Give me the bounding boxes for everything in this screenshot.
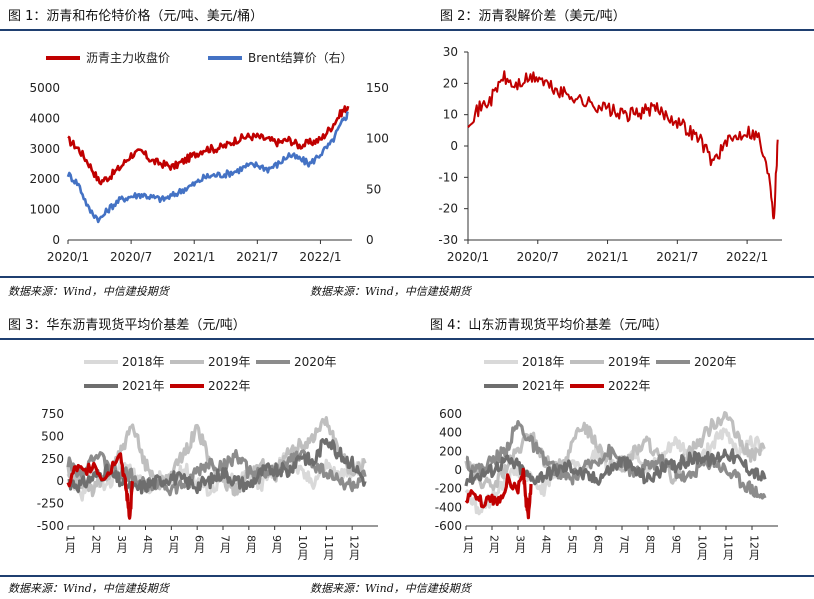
- chart1-y-left-tick: 3000: [29, 142, 60, 156]
- chart2-x-tick: 2021/7: [656, 250, 698, 264]
- chart3-legend-label: 2022年: [208, 379, 251, 393]
- chart4-series-line: [465, 420, 767, 500]
- chart1-y-right-tick: 150: [366, 81, 389, 95]
- chart4-x-tick: 11月: [722, 535, 735, 560]
- chart3-y-tick: 500: [41, 429, 64, 443]
- chart3-x-tick: 4月: [141, 535, 154, 553]
- chart3-x-tick: 7月: [219, 535, 232, 553]
- chart2-y-tick: -20: [438, 202, 458, 216]
- chart2-series-line: [467, 70, 779, 220]
- chart4-series-line: [464, 448, 767, 487]
- chart3-series-line: [66, 452, 367, 502]
- chart1-y-left-tick: 5000: [29, 81, 60, 95]
- chart4-x-tick: 1月: [462, 535, 475, 553]
- chart4-y-tick: -200: [435, 482, 462, 496]
- chart1-legend-label: Brent结算价（右）: [248, 50, 353, 65]
- chart3-y-tick: 750: [41, 407, 64, 421]
- chart1-x-tick: 2020/7: [110, 250, 152, 264]
- chart3-title: 图 3：华东沥青现货平均价基差（元/吨）: [8, 318, 246, 333]
- chart3-x-tick: 11月: [322, 535, 335, 560]
- chart4-y-tick: 0: [454, 463, 462, 477]
- chart2-y-tick: -10: [438, 170, 458, 184]
- chart1-title: 图 1：沥青和布伦特价格（元/吨、美元/桶）: [8, 9, 264, 24]
- chart4-y-tick: 600: [439, 407, 462, 421]
- chart1-legend-label: 沥青主力收盘价: [86, 50, 170, 65]
- chart1-x-tick: 2022/1: [299, 250, 341, 264]
- chart3-x-tick: 6月: [193, 535, 206, 553]
- chart3-legend-label: 2020年: [294, 355, 337, 369]
- chart1-y-right-tick: 50: [366, 182, 381, 196]
- chart4-x-tick: 7月: [618, 535, 631, 553]
- chart4-x-tick: 4月: [540, 535, 553, 553]
- chart3-x-tick: 8月: [244, 535, 257, 553]
- chart2-x-tick: 2020/7: [517, 250, 559, 264]
- divider-mid-upper: [0, 276, 814, 278]
- chart3-y-tick: 250: [41, 452, 64, 466]
- chart4-x-tick: 3月: [514, 535, 527, 553]
- chart3-source: 数据来源：Wind，中信建投期货: [8, 582, 169, 595]
- chart3-x-tick: 5月: [167, 535, 180, 553]
- chart1-y-left-tick: 1000: [29, 203, 60, 217]
- chart2-x-tick: 2022/1: [726, 250, 768, 264]
- chart2-title: 图 2：沥青裂解价差（美元/吨）: [440, 9, 626, 24]
- chart1-y-left-tick: 2000: [29, 172, 60, 186]
- chart2-y-tick: 10: [443, 108, 458, 122]
- chart4-x-tick: 2月: [488, 535, 501, 553]
- chart2-y-tick: 0: [450, 139, 458, 153]
- chart2-y-tick: 30: [443, 45, 458, 59]
- chart4-y-tick: 200: [439, 444, 462, 458]
- chart1-y-right-tick: 0: [366, 233, 374, 247]
- divider-bottom: [0, 575, 814, 577]
- chart4-x-tick: 10月: [696, 535, 709, 560]
- chart3-x-tick: 3月: [115, 535, 128, 553]
- chart3-y-tick: -500: [37, 519, 64, 533]
- chart4-x-tick: 6月: [592, 535, 605, 553]
- chart4-y-tick: -400: [435, 500, 462, 514]
- chart4-series-line: [464, 467, 533, 520]
- chart4-legend-label: 2019年: [608, 355, 651, 369]
- chart4-y-tick: -600: [435, 519, 462, 533]
- chart4-legend-label: 2020年: [694, 355, 737, 369]
- chart4-x-tick: 5月: [566, 535, 579, 553]
- chart2-y-tick: -30: [438, 233, 458, 247]
- chart3-x-tick: 12月: [348, 535, 361, 560]
- chart1-x-tick: 2020/1: [47, 250, 89, 264]
- chart1-source: 数据来源：Wind，中信建投期货: [8, 285, 169, 298]
- chart3-legend-label: 2018年: [122, 355, 165, 369]
- chart4-x-tick: 9月: [670, 535, 683, 553]
- chart4-y-tick: 400: [439, 426, 462, 440]
- chart4-legend-label: 2018年: [522, 355, 565, 369]
- divider-mid-lower: [0, 338, 814, 340]
- chart3-series-line: [66, 452, 135, 520]
- chart2-source: 数据来源：Wind，中信建投期货: [310, 285, 471, 298]
- chart3-x-tick: 2月: [89, 535, 102, 553]
- chart4-source: 数据来源：Wind，中信建投期货: [310, 582, 471, 595]
- chart3-legend-label: 2019年: [208, 355, 251, 369]
- chart1-series-line: [67, 105, 350, 186]
- chart2-x-tick: 2021/1: [586, 250, 628, 264]
- chart1-y-right-tick: 100: [366, 132, 389, 146]
- chart4-legend-label: 2022年: [608, 379, 651, 393]
- chart3-x-tick: 9月: [270, 535, 283, 553]
- chart2-x-tick: 2020/1: [447, 250, 489, 264]
- chart3-x-tick: 10月: [296, 535, 309, 560]
- chart3-legend-label: 2021年: [122, 379, 165, 393]
- chart4-legend-label: 2021年: [522, 379, 565, 393]
- chart1-y-left-tick: 0: [52, 233, 60, 247]
- chart4-x-tick: 8月: [644, 535, 657, 553]
- chart1-series-line: [66, 111, 349, 224]
- chart4-x-tick: 12月: [748, 535, 761, 560]
- divider-top: [0, 29, 814, 31]
- chart1-x-tick: 2021/1: [173, 250, 215, 264]
- chart3-y-tick: -250: [37, 497, 64, 511]
- chart1-y-left-tick: 4000: [29, 111, 60, 125]
- chart2-y-tick: 20: [443, 76, 458, 90]
- chart3-y-tick: 0: [56, 474, 64, 488]
- chart4-title: 图 4：山东沥青现货平均价基差（元/吨）: [430, 318, 668, 333]
- chart1-x-tick: 2021/7: [236, 250, 278, 264]
- chart3-series-line: [67, 437, 367, 495]
- chart3-x-tick: 1月: [64, 535, 77, 553]
